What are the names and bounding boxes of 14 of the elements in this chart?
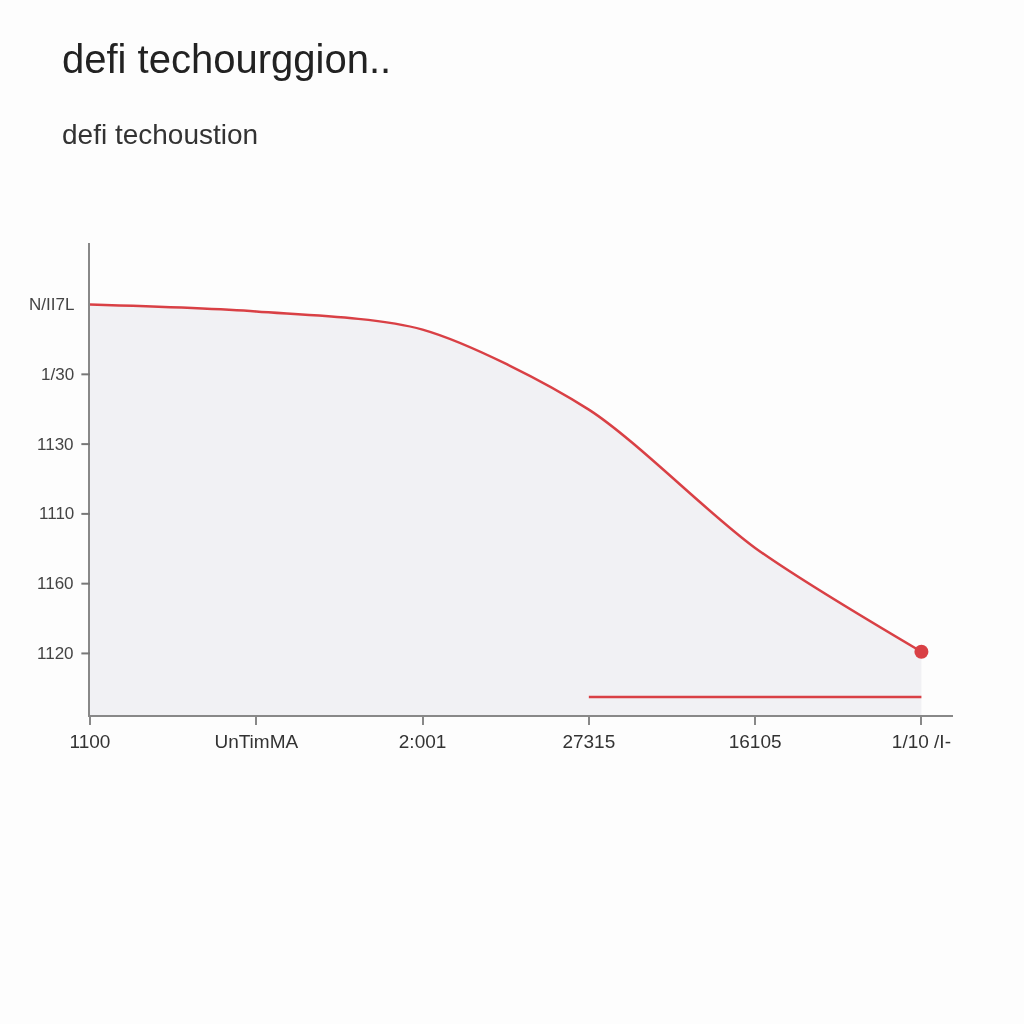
- text: 1160: [37, 574, 74, 593]
- chart-title: defi techourggion..: [62, 37, 392, 81]
- x-tick-label: 1/10 /I-: [891, 730, 951, 752]
- x-tick-label: 16105: [728, 730, 782, 752]
- chart-subtitle: defi techoustion: [62, 119, 259, 150]
- text: 1130: [37, 435, 74, 454]
- text: 1110: [39, 504, 75, 523]
- text: 1120: [37, 644, 74, 663]
- x-tick-label: 1100: [69, 730, 111, 752]
- text: N/II7L: [29, 295, 75, 314]
- x-tick-label: 2:001: [398, 730, 447, 752]
- x-tick-label: 27315: [562, 730, 616, 752]
- x-tick-label: UnTimMA: [214, 730, 299, 752]
- text: 1/30: [41, 365, 75, 384]
